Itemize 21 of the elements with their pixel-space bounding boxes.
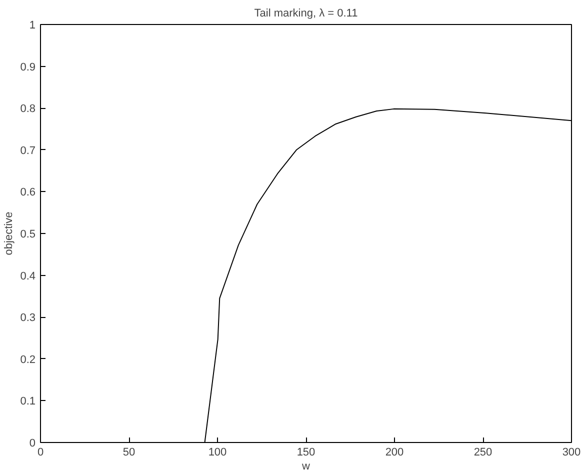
x-tick-label: 100 xyxy=(208,446,227,458)
x-tick-label: 250 xyxy=(474,446,492,458)
chart-title: Tail marking, λ = 0.11 xyxy=(254,8,358,20)
y-axis-title: objective xyxy=(3,212,16,256)
x-tick-label: 300 xyxy=(562,446,581,458)
x-axis-title: w xyxy=(301,460,310,472)
x-tick-label: 200 xyxy=(385,446,404,458)
y-tick-label: 0.2 xyxy=(20,354,36,366)
x-tick-label: 150 xyxy=(296,446,316,458)
y-tick-label: 0 xyxy=(29,438,36,450)
y-tick-label: 0.9 xyxy=(20,61,36,74)
y-tick-label: 0.8 xyxy=(20,103,36,116)
y-tick-label: 0.3 xyxy=(20,312,36,324)
y-tick-label: 0.4 xyxy=(20,270,36,282)
y-tick-label: 0.6 xyxy=(20,186,36,199)
x-tick-label: 50 xyxy=(122,446,136,458)
y-tick-label: 0.1 xyxy=(20,396,36,408)
y-tick-label: 1 xyxy=(29,20,36,32)
y-tick-label: 0.5 xyxy=(20,228,36,240)
x-tick-label: 0 xyxy=(37,446,44,458)
y-tick-label: 0.7 xyxy=(20,144,36,157)
